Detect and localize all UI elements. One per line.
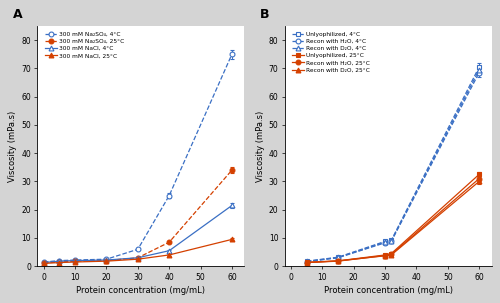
Y-axis label: Viscosity (mPa.s): Viscosity (mPa.s) <box>256 111 264 182</box>
Text: B: B <box>260 8 270 21</box>
Text: A: A <box>12 8 22 21</box>
X-axis label: Protein concentration (mg/mL): Protein concentration (mg/mL) <box>324 286 452 295</box>
Y-axis label: Viscosity (mPa.s): Viscosity (mPa.s) <box>8 111 18 182</box>
Legend: 300 mM Na₂SO₄, 4°C, 300 mM Na₂SO₄, 25°C, 300 mM NaCl, 4°C, 300 mM NaCl, 25°C: 300 mM Na₂SO₄, 4°C, 300 mM Na₂SO₄, 25°C,… <box>44 31 125 59</box>
X-axis label: Protein concentration (mg/mL): Protein concentration (mg/mL) <box>76 286 206 295</box>
Legend: Unlyophilized, 4°C, Recon with H₂O, 4°C, Recon with D₂O, 4°C, Unlyophilized, 25°: Unlyophilized, 4°C, Recon with H₂O, 4°C,… <box>292 31 371 73</box>
